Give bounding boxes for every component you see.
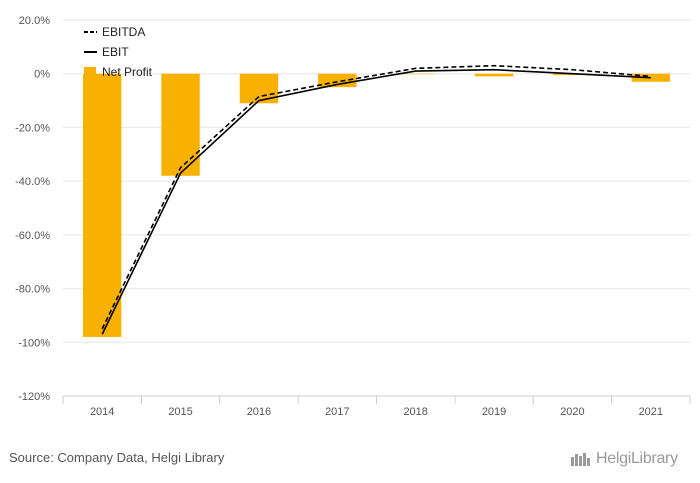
legend-swatch-net-profit	[84, 67, 96, 77]
bar-net-profit-2016	[239, 73, 279, 104]
y-tick-label: -20.0%	[15, 122, 50, 134]
grid-lines	[63, 19, 690, 343]
legend-label-ebit: EBIT	[102, 45, 129, 59]
brand-logo: HelgiLibrary	[570, 450, 678, 468]
line-series	[101, 64, 651, 335]
y-tick-label: -120%	[18, 391, 50, 403]
line-ebit	[101, 68, 651, 335]
bar-net-profit-2015	[161, 73, 200, 176]
x-tick-label: 2019	[482, 406, 506, 418]
x-tick-label: 2017	[325, 406, 349, 418]
y-tick-label: -60.0%	[15, 230, 50, 242]
x-tick-label: 2020	[560, 406, 584, 418]
line-ebitda	[101, 64, 651, 330]
x-tick-label: 2021	[639, 406, 663, 418]
bar-net-profit-2019	[474, 73, 514, 77]
x-tick-label: 2014	[90, 406, 114, 418]
net-profit-bars	[82, 73, 671, 337]
legend-label-ebitda: EBITDA	[102, 25, 145, 39]
y-tick-label: -80.0%	[15, 284, 50, 296]
y-tick-label: 0%	[34, 69, 50, 81]
library-icon	[571, 453, 590, 466]
bar-net-profit-2018	[396, 73, 435, 75]
y-axis-ticks: 20.0% 0% -20.0% -40.0% -60.0% -80.0% -100% -120…	[15, 15, 50, 403]
legend-label-net-profit: Net Profit	[102, 65, 153, 79]
y-tick-label: 20.0%	[19, 15, 50, 27]
legend: EBITDA EBIT Net Profit	[84, 25, 153, 79]
y-tick-label: -40.0%	[15, 176, 50, 188]
bar-net-profit-2014	[82, 73, 122, 337]
x-tick-label: 2018	[403, 406, 427, 418]
y-tick-label: -100%	[18, 337, 50, 349]
x-tick-label: 2015	[168, 406, 192, 418]
x-axis: 2014 2015 2016 2017 2018 2019 2020 2021	[62, 395, 691, 418]
x-tick-label: 2016	[247, 406, 271, 418]
source-note: Source: Company Data, Helgi Library	[9, 450, 225, 465]
brand-name: HelgiLibrary	[596, 450, 678, 467]
